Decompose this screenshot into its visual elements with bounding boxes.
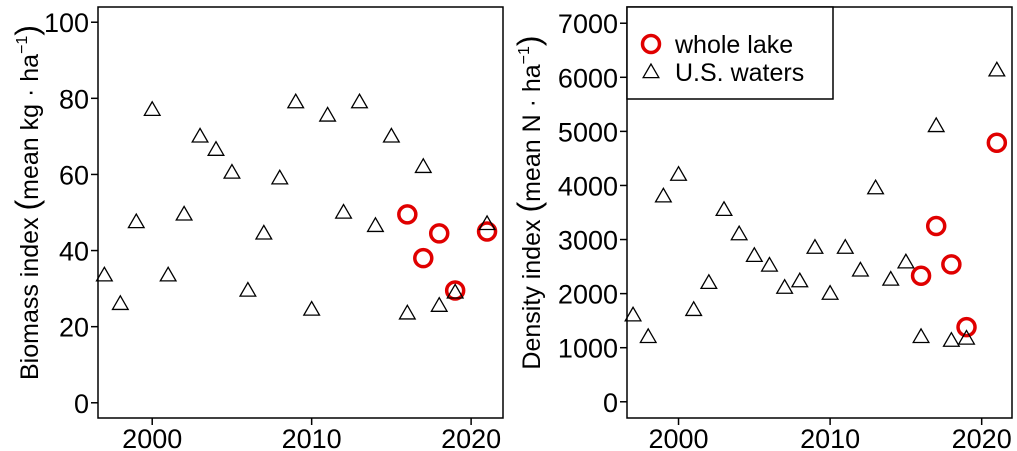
series-triangle (95, 92, 497, 320)
y-tick-label: 40 (59, 237, 89, 267)
panel-1: 0 20 40 60 80 100 2000 2010 2020 Biomass index (m… (9, 6, 504, 451)
legend-label: U.S. waters (675, 59, 804, 87)
panel-2: 0 1000 2000 3000 4000 5000 6000 7000 2000 2010 202… (511, 6, 1013, 451)
point-us-waters (942, 331, 961, 347)
series-circle (397, 204, 498, 301)
point-us-waters (398, 304, 417, 320)
point-us-waters (684, 300, 703, 317)
y-tick-label: 80 (59, 84, 89, 114)
legend-label: whole lake (674, 31, 793, 59)
point-us-waters (478, 214, 497, 231)
point-us-waters (715, 200, 733, 217)
point-us-waters (927, 116, 946, 133)
point-us-waters (286, 92, 305, 109)
point-us-waters (881, 270, 900, 286)
point-us-waters (639, 327, 658, 344)
point-whole-lake (413, 247, 434, 269)
point-us-waters (745, 246, 764, 263)
point-us-waters (624, 305, 643, 322)
point-us-waters (957, 329, 976, 345)
point-us-waters (302, 300, 321, 316)
y-axis-label: Biomass index (mean kg · ha−1) (9, 25, 45, 380)
point-us-waters (143, 100, 162, 116)
point-us-waters (366, 216, 385, 233)
y-tick-label: 1000 (558, 334, 618, 364)
y-tick-label: 5000 (558, 117, 618, 147)
x-tick-label: 2000 (648, 424, 708, 451)
point-us-waters (699, 273, 718, 290)
point-us-waters (334, 203, 353, 219)
x-tick-label: 2020 (952, 424, 1012, 451)
x-tick-label: 2020 (441, 424, 501, 451)
x-tick-label: 2010 (800, 424, 860, 451)
point-whole-lake (941, 254, 962, 275)
point-us-waters (805, 238, 824, 254)
y-axis-label: Density index (mean N · ha−1) (511, 35, 547, 369)
point-us-waters (414, 157, 433, 174)
point-whole-lake (444, 280, 466, 301)
point-us-waters (790, 271, 809, 288)
y-tick-label: 7000 (558, 9, 618, 39)
point-us-waters (851, 261, 870, 277)
legend-marker-circle (640, 33, 662, 55)
point-us-waters (775, 278, 794, 294)
point-whole-lake (986, 132, 1008, 153)
legend-box (626, 6, 834, 100)
point-whole-lake (925, 215, 947, 237)
point-us-waters (127, 212, 146, 229)
point-us-waters (821, 284, 840, 300)
point-us-waters (866, 178, 885, 195)
y-tick-label: 3000 (558, 226, 618, 256)
point-us-waters (159, 265, 178, 282)
x-tick-label: 2000 (122, 424, 182, 451)
point-us-waters (111, 294, 130, 311)
point-us-waters (207, 140, 225, 156)
point-us-waters (318, 106, 337, 122)
point-whole-lake (428, 223, 450, 244)
point-us-waters (669, 165, 688, 181)
point-us-waters (191, 127, 210, 143)
point-whole-lake (476, 221, 498, 242)
y-tick-label: 4000 (558, 171, 618, 201)
point-us-waters (95, 265, 114, 282)
point-us-waters (175, 205, 194, 221)
point-us-waters (730, 224, 749, 241)
x-tick-label: 2010 (282, 424, 342, 451)
y-tick-label: 6000 (558, 63, 618, 93)
point-us-waters (254, 224, 273, 240)
point-us-waters (987, 60, 1006, 77)
point-us-waters (912, 327, 931, 344)
y-tick-label: 100 (44, 8, 89, 38)
point-whole-lake (910, 265, 932, 287)
point-whole-lake (397, 204, 418, 225)
point-us-waters (430, 296, 449, 312)
point-us-waters (446, 283, 465, 299)
point-us-waters (760, 256, 779, 272)
series-circle (910, 132, 1008, 338)
y-tick-label: 20 (59, 313, 89, 343)
point-us-waters (654, 186, 673, 203)
point-us-waters (238, 281, 257, 297)
y-tick-label: 60 (59, 160, 89, 190)
plot-frame (97, 6, 504, 419)
point-us-waters (382, 127, 401, 143)
y-tick-label: 0 (74, 389, 89, 419)
point-us-waters (896, 252, 915, 269)
y-tick-label: 2000 (558, 280, 618, 310)
point-us-waters (836, 238, 855, 254)
point-whole-lake (956, 316, 977, 338)
series-triangle (624, 60, 1006, 347)
point-us-waters (222, 163, 241, 179)
y-tick-label: 0 (603, 388, 618, 418)
point-us-waters (270, 168, 289, 185)
legend-marker-triangle (642, 62, 660, 79)
point-us-waters (350, 92, 369, 109)
